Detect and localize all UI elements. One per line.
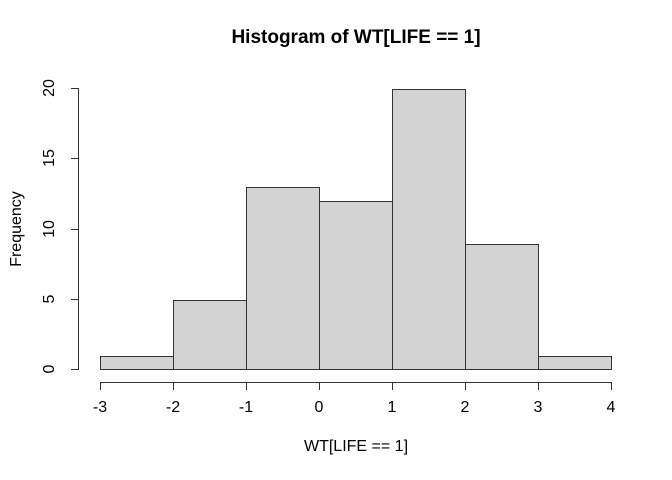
y-tick-mark — [71, 299, 78, 300]
y-tick-mark — [71, 158, 78, 159]
y-tick-label: 0 — [41, 364, 58, 374]
chart-title: Histogram of WT[LIFE == 1] — [231, 27, 481, 48]
y-tick-mark — [71, 229, 78, 230]
histogram-bar — [538, 356, 612, 370]
x-tick-label: 2 — [460, 399, 470, 416]
x-tick-label: -2 — [165, 399, 181, 416]
y-axis-title: Frequency — [8, 191, 25, 267]
x-axis-title: WT[LIFE == 1] — [303, 438, 409, 455]
histogram-bar — [173, 300, 247, 370]
x-tick-label: 0 — [314, 399, 324, 416]
x-tick-mark — [246, 382, 247, 390]
y-tick-mark — [71, 369, 78, 370]
x-tick-mark — [173, 382, 174, 390]
x-tick-label: 3 — [533, 399, 543, 416]
y-axis-line — [78, 88, 79, 370]
histogram-bar — [100, 356, 174, 370]
x-tick-mark — [319, 382, 320, 390]
y-tick-label: 20 — [41, 79, 58, 97]
y-tick-label: 10 — [41, 220, 58, 238]
x-tick-mark — [100, 382, 101, 390]
histogram-bar — [319, 201, 393, 370]
y-tick-label: 15 — [41, 149, 58, 167]
y-tick-mark — [71, 88, 78, 89]
x-tick-mark — [538, 382, 539, 390]
histogram-bar — [465, 244, 539, 370]
x-tick-label: 4 — [606, 399, 616, 416]
x-tick-label: -3 — [92, 399, 108, 416]
x-tick-mark — [611, 382, 612, 390]
histogram-bar — [246, 187, 320, 370]
x-tick-label: 1 — [387, 399, 397, 416]
x-axis-line — [100, 382, 612, 383]
histogram-bar — [392, 89, 466, 370]
x-tick-mark — [392, 382, 393, 390]
y-tick-label: 5 — [41, 294, 58, 304]
x-tick-mark — [465, 382, 466, 390]
x-tick-label: -1 — [238, 399, 254, 416]
